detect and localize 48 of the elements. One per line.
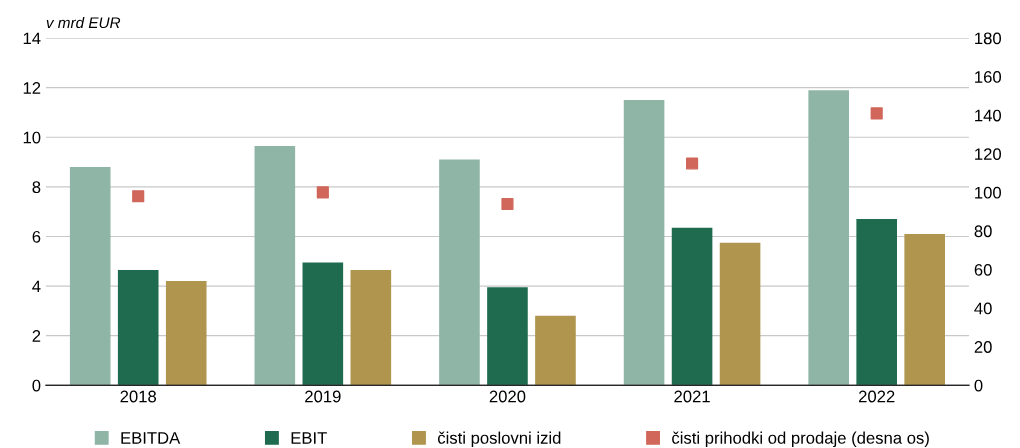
point <box>316 186 329 199</box>
y-tick-label: 10 <box>23 131 41 144</box>
y-axis-title: v mrd EUR <box>46 16 121 29</box>
point <box>501 197 514 211</box>
bar <box>904 234 945 386</box>
legend-label: EBIT <box>291 432 327 444</box>
bar <box>671 227 713 386</box>
y-tick-label: 4 <box>32 280 41 293</box>
y-tick-label: 14 <box>23 32 41 45</box>
bar <box>856 219 897 386</box>
bar <box>439 159 480 386</box>
x-tick-label: 2020 <box>489 390 526 403</box>
y2-tick-label: 100 <box>975 186 1002 199</box>
legend-label: EBITDA <box>121 432 181 444</box>
y2-tick-label: 60 <box>974 263 992 276</box>
legend-label: čisti prihodki od prodaje (desna os) <box>672 431 929 448</box>
bar <box>719 242 761 386</box>
bar <box>350 269 392 386</box>
bar <box>535 315 576 386</box>
y2-tick-label: 0 <box>974 379 983 392</box>
y-tick-label: 6 <box>32 230 41 243</box>
legend-label: čisti poslovni izid <box>437 431 561 448</box>
bar <box>254 145 296 386</box>
y-tick-label: 0 <box>32 379 41 392</box>
y2-tick-label: 160 <box>975 71 1002 83</box>
bar <box>69 167 111 386</box>
y2-tick-label: 20 <box>974 341 992 353</box>
y-tick-label: 12 <box>23 82 41 94</box>
y2-tick-label: 40 <box>974 302 992 315</box>
bar <box>117 269 159 386</box>
y2-tick-label: 140 <box>975 109 1002 122</box>
y2-tick-label: 120 <box>975 148 1002 161</box>
bar <box>487 287 528 386</box>
bar <box>302 262 344 386</box>
y2-tick-label: 80 <box>974 225 992 238</box>
x-tick-label: 2019 <box>305 390 341 403</box>
point <box>132 190 145 203</box>
x-tick-label: 2018 <box>120 390 157 403</box>
bar <box>808 90 849 386</box>
y-tick-label: 2 <box>32 330 41 342</box>
y-tick-label: 8 <box>32 181 41 194</box>
bar <box>623 100 665 386</box>
point <box>685 157 699 170</box>
x-tick-label: 2021 <box>674 390 710 403</box>
y2-tick-label: 180 <box>975 32 1002 45</box>
point <box>870 107 883 120</box>
bar <box>165 281 207 386</box>
x-tick-label: 2022 <box>858 390 895 403</box>
